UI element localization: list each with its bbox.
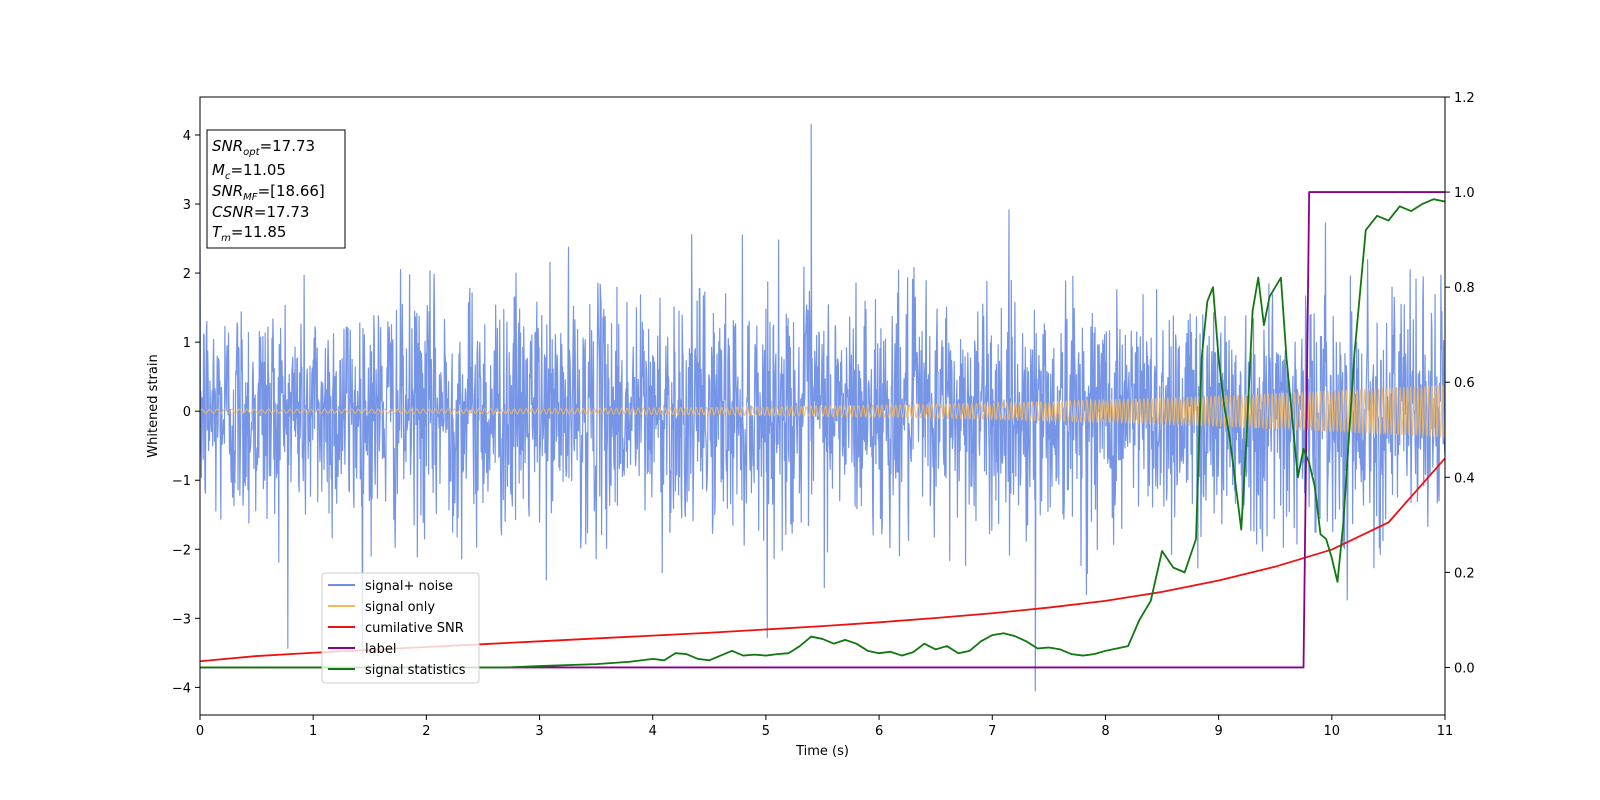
legend-entry: label xyxy=(365,642,396,657)
x-tick-label: 2 xyxy=(422,724,430,739)
x-tick-label: 5 xyxy=(762,724,770,739)
y2-tick-label: 1.2 xyxy=(1454,91,1475,106)
y2-tick-label: 0.0 xyxy=(1454,661,1475,676)
legend-frame xyxy=(321,572,480,684)
y-tick-label: −4 xyxy=(172,681,191,696)
y-tick-label: −1 xyxy=(172,474,191,489)
x-tick-label: 6 xyxy=(875,724,883,739)
legend-entry: signal+ noise xyxy=(365,579,453,594)
annotation-line: CSNR=17.73 xyxy=(212,203,309,221)
annotation-frame xyxy=(206,129,346,249)
y-tick-label: 4 xyxy=(183,129,191,144)
y-tick-label: 1 xyxy=(183,336,191,351)
y2-tick-label: 0.2 xyxy=(1454,566,1475,581)
series-line-signal-noise xyxy=(200,124,1445,692)
y-tick-label: 0 xyxy=(183,405,191,420)
x-tick-label: 4 xyxy=(649,724,657,739)
y2-tick-label: 1.0 xyxy=(1454,186,1475,201)
annotation-line: SNRopt=17.73 xyxy=(212,137,315,158)
annotation-line: SNRMF=[18.66] xyxy=(212,182,325,203)
annotation-line: Mc=11.05 xyxy=(212,161,286,182)
y-tick-label: 3 xyxy=(183,198,191,213)
ticks-layer: 0 1 2 3 4 5 6 7 8 9 10 11 −4 −3 −2 −1 0 1 2 3 4 0.0 0.2 0.4 0.6 0… xyxy=(172,91,1475,739)
y-tick-label: −3 xyxy=(172,612,191,627)
series-line-signal-statistics xyxy=(200,198,1445,669)
y2-tick-label: 0.4 xyxy=(1454,471,1475,486)
x-axis-label: Time (s) xyxy=(795,744,849,759)
legend-entry: cumilative SNR xyxy=(365,621,464,636)
x-tick-label: 11 xyxy=(1437,724,1454,739)
annotation-box: SNRopt=17.73 Mc=11.05SNRMF=[18.66]CSNR=17… xyxy=(206,129,346,249)
legend-entry: signal statistics xyxy=(365,663,466,678)
x-tick-label: 10 xyxy=(1324,724,1341,739)
x-tick-label: 9 xyxy=(1214,724,1222,739)
y-axis-label: Whitened strain xyxy=(146,354,161,457)
y-tick-label: 2 xyxy=(183,267,191,282)
plot-frame xyxy=(199,96,1446,716)
y2-tick-label: 0.6 xyxy=(1454,376,1475,391)
legend-entry: signal only xyxy=(365,600,435,615)
y2-tick-label: 0.8 xyxy=(1454,281,1475,296)
x-tick-label: 0 xyxy=(196,724,204,739)
annotation-line: Tm=11.85 xyxy=(212,223,286,244)
legend: signal+ noise signal only cumilative SNR la… xyxy=(321,572,480,684)
y-tick-label: −2 xyxy=(172,543,191,558)
x-tick-label: 8 xyxy=(1101,724,1109,739)
x-tick-label: 1 xyxy=(309,724,317,739)
x-tick-label: 7 xyxy=(988,724,996,739)
x-tick-label: 3 xyxy=(535,724,543,739)
series-line-label xyxy=(200,191,1445,669)
series-line-signal-only xyxy=(200,384,1445,438)
